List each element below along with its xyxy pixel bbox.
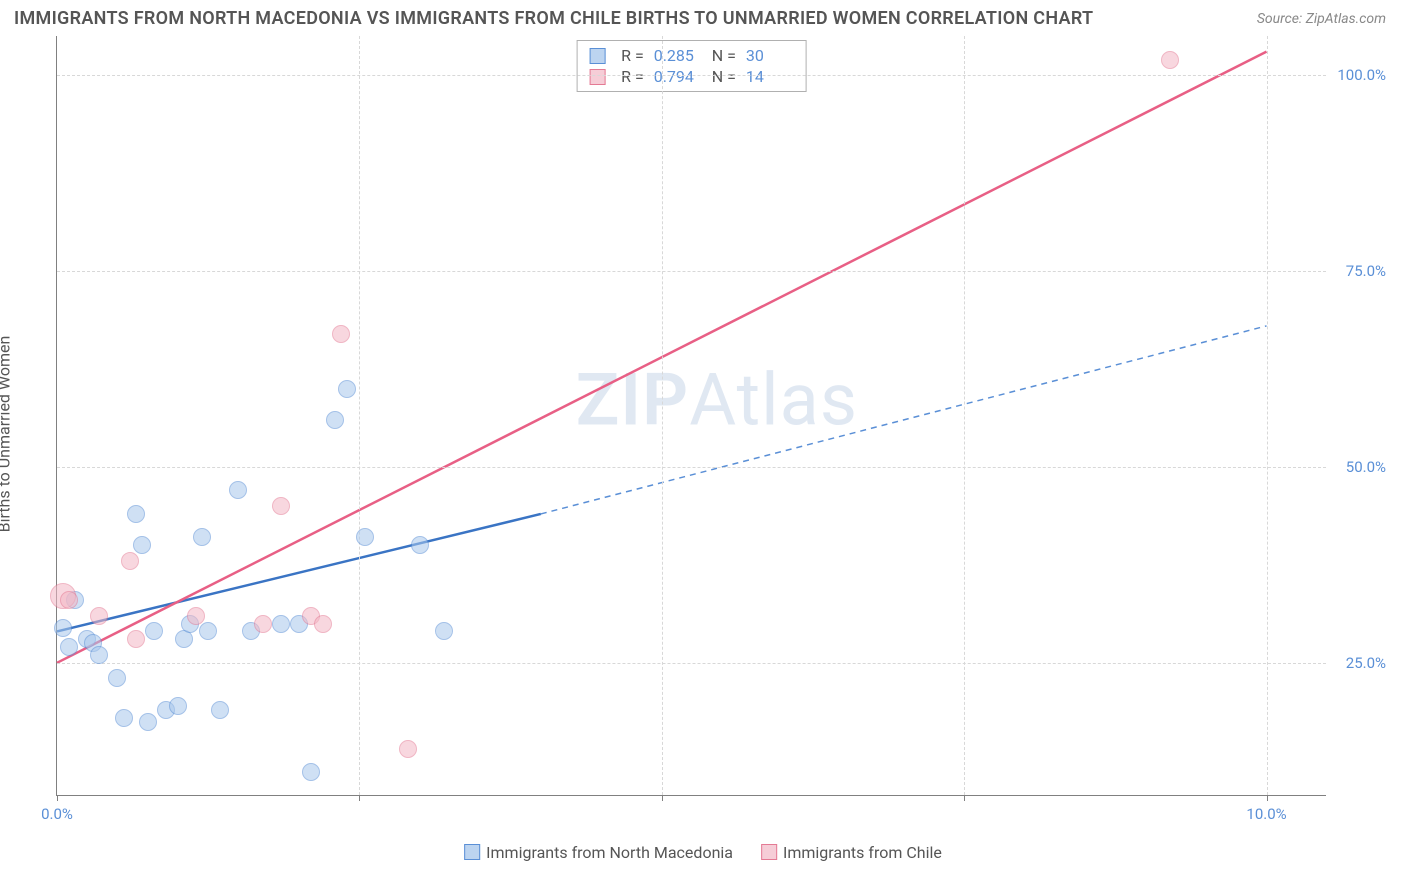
x-tick-mark: [359, 795, 360, 801]
x-tick-mark: [662, 795, 663, 801]
y-axis-title: Births to Unmarried Women: [0, 336, 14, 533]
gridline-horizontal: [57, 663, 1326, 664]
stats-legend-box: R =0.285N =30R =0.794N =14: [576, 40, 807, 92]
legend-item-chile: Immigrants from Chile: [761, 843, 942, 862]
data-point-macedonia: [272, 615, 290, 633]
data-point-macedonia: [338, 380, 356, 398]
y-tick-label: 50.0%: [1346, 458, 1386, 476]
data-point-chile: [1161, 51, 1179, 69]
y-tick-label: 100.0%: [1337, 66, 1386, 84]
x-tick-mark: [57, 795, 58, 801]
data-point-chile: [254, 615, 272, 633]
data-point-macedonia: [356, 528, 374, 546]
data-point-macedonia: [326, 411, 344, 429]
legend-swatch-icon: [464, 844, 480, 860]
plot-area: ZIPAtlas R =0.285N =30R =0.794N =14 25.0…: [56, 36, 1326, 796]
gridline-vertical: [662, 36, 663, 795]
y-tick-label: 75.0%: [1346, 262, 1386, 280]
gridline-vertical: [1267, 36, 1268, 795]
gridline-vertical: [964, 36, 965, 795]
data-point-macedonia: [127, 505, 145, 523]
chart-container: Births to Unmarried Women ZIPAtlas R =0.…: [14, 36, 1392, 832]
data-point-macedonia: [211, 701, 229, 719]
data-point-chile: [187, 607, 205, 625]
data-point-macedonia: [435, 622, 453, 640]
data-point-macedonia: [145, 622, 163, 640]
data-point-chile: [90, 607, 108, 625]
data-point-macedonia: [169, 697, 187, 715]
data-point-macedonia: [302, 763, 320, 781]
x-tick-mark: [964, 795, 965, 801]
gridline-horizontal: [57, 75, 1326, 76]
gridline-horizontal: [57, 271, 1326, 272]
data-point-chile: [399, 740, 417, 758]
legend-swatch-icon: [589, 48, 605, 64]
data-point-chile: [127, 630, 145, 648]
data-point-chile: [332, 325, 350, 343]
regression-line: [541, 326, 1267, 514]
x-tick-label: 10.0%: [1246, 805, 1286, 823]
legend-item-macedonia: Immigrants from North Macedonia: [464, 843, 733, 862]
gridline-horizontal: [57, 467, 1326, 468]
data-point-chile: [121, 552, 139, 570]
data-point-macedonia: [108, 669, 126, 687]
data-point-macedonia: [54, 619, 72, 637]
data-point-macedonia: [90, 646, 108, 664]
stats-row-macedonia: R =0.285N =30: [589, 45, 794, 66]
data-point-macedonia: [199, 622, 217, 640]
data-point-chile: [314, 615, 332, 633]
data-point-macedonia: [229, 481, 247, 499]
data-point-macedonia: [411, 536, 429, 554]
data-point-macedonia: [115, 709, 133, 727]
data-point-chile: [60, 591, 78, 609]
chart-title: IMMIGRANTS FROM NORTH MACEDONIA VS IMMIG…: [14, 8, 1093, 29]
legend-swatch-icon: [761, 844, 777, 860]
data-point-macedonia: [60, 638, 78, 656]
gridline-vertical: [359, 36, 360, 795]
x-tick-label: 0.0%: [41, 805, 73, 823]
x-axis-legend: Immigrants from North Macedonia Immigrant…: [464, 843, 942, 862]
y-tick-label: 25.0%: [1346, 654, 1386, 672]
stats-row-chile: R =0.794N =14: [589, 66, 794, 87]
data-point-macedonia: [133, 536, 151, 554]
legend-swatch-icon: [589, 69, 605, 85]
data-point-macedonia: [139, 713, 157, 731]
source-attribution: Source: ZipAtlas.com: [1257, 11, 1386, 27]
x-tick-mark: [1267, 795, 1268, 801]
data-point-macedonia: [175, 630, 193, 648]
data-point-macedonia: [193, 528, 211, 546]
data-point-chile: [272, 497, 290, 515]
